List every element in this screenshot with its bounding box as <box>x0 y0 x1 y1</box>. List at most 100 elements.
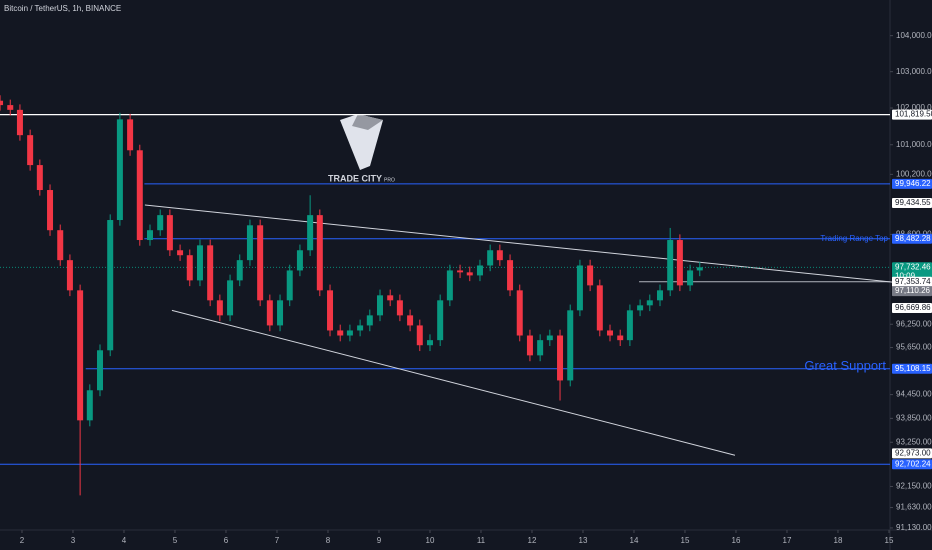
candle-body <box>277 300 284 326</box>
price-label-text: 97,110.26 <box>895 286 931 295</box>
price-label-box <box>892 233 932 244</box>
candle <box>457 264 464 279</box>
price-label-box <box>892 109 932 120</box>
candle <box>0 95 4 111</box>
candle-body <box>177 250 184 256</box>
candle-body <box>557 335 564 381</box>
candle-body <box>57 230 64 261</box>
candle-body <box>446 270 453 301</box>
level-label: Trading Range Top <box>820 234 888 243</box>
candle <box>7 99 14 116</box>
candle-body <box>396 300 403 316</box>
x-tick-label: 4 <box>122 536 127 545</box>
x-tick-label: 11 <box>477 536 486 545</box>
y-tick-label: 102,000.00 <box>896 103 932 112</box>
candle <box>557 329 564 401</box>
x-tick-label: 12 <box>528 536 537 545</box>
x-tick-label: 17 <box>783 536 792 545</box>
candle-body <box>607 330 614 336</box>
x-tick-label: 16 <box>732 536 741 545</box>
price-label-text: 95,108.15 <box>895 364 931 373</box>
candle <box>667 227 674 297</box>
candle-body <box>457 270 464 273</box>
candle <box>157 209 164 236</box>
candle <box>86 384 93 427</box>
price-label-box <box>892 448 932 459</box>
candle-body <box>587 265 594 286</box>
price-label-box <box>892 363 932 374</box>
candle <box>687 264 694 292</box>
candle-body <box>526 335 533 356</box>
candle <box>607 324 614 342</box>
price-label-box <box>892 286 932 297</box>
candle <box>146 224 153 246</box>
candle <box>316 209 323 297</box>
candle <box>207 239 214 307</box>
candle-body <box>416 325 423 346</box>
candle <box>66 254 73 297</box>
candle <box>266 294 273 332</box>
price-label-text: 96,669.86 <box>895 303 931 312</box>
logo-suffix: PRO <box>384 177 395 183</box>
price-label-text: 101,819.50 <box>895 110 932 119</box>
candle <box>27 129 34 171</box>
candle-body <box>537 340 544 356</box>
candle <box>676 234 683 292</box>
candle-body <box>97 350 104 391</box>
x-tick-label: 2 <box>20 536 25 545</box>
trend-line <box>144 204 905 284</box>
candle <box>446 264 453 307</box>
candle <box>387 289 394 307</box>
candle-body <box>476 265 483 276</box>
y-tick-label: 101,000.00 <box>896 140 932 149</box>
logo-shape <box>340 114 383 170</box>
candle <box>116 112 123 226</box>
price-label-text: 98,482.28 <box>895 234 931 243</box>
candle <box>97 344 104 397</box>
candle <box>77 284 84 496</box>
candle-body <box>487 250 494 266</box>
candle-body <box>387 295 394 301</box>
x-tick-label: 10 <box>426 536 435 545</box>
level-label: Great Support <box>804 358 886 373</box>
candle <box>127 113 134 156</box>
x-tick-label: 7 <box>275 536 280 545</box>
candle <box>36 159 43 196</box>
candle-body <box>107 220 114 351</box>
candle <box>196 239 203 287</box>
candle <box>576 259 583 317</box>
candle <box>476 259 483 282</box>
candle <box>107 214 114 357</box>
candle-body <box>246 225 253 261</box>
candle <box>526 329 533 362</box>
candle <box>567 304 574 387</box>
candle-body <box>466 272 473 276</box>
candle-body <box>576 265 583 311</box>
y-tick-label: 94,450.00 <box>896 390 932 399</box>
trend-line <box>171 309 736 456</box>
plot-area: Trading Range Top Great Support <box>0 95 905 496</box>
x-tick-label: 15 <box>885 536 894 545</box>
candle-body <box>496 250 503 261</box>
logo-shape-top <box>352 114 383 130</box>
candle-body <box>516 290 523 336</box>
price-label-text: 99,434.55 <box>895 198 931 207</box>
x-tick-label: 5 <box>173 536 178 545</box>
candle-body <box>47 190 54 231</box>
candle-body <box>667 240 674 291</box>
candle-body <box>136 150 143 241</box>
candle-body <box>146 230 153 241</box>
candle-body <box>7 105 14 110</box>
candle-body <box>307 215 314 251</box>
candle-body <box>27 135 34 166</box>
candle-body <box>257 225 264 301</box>
candle <box>546 329 553 346</box>
y-tick-label: 92,150.00 <box>896 482 932 491</box>
candle <box>437 294 444 346</box>
x-tick-label: 3 <box>71 536 76 545</box>
candle <box>337 324 344 342</box>
candle <box>346 324 353 342</box>
x-tick-label: 6 <box>224 536 229 545</box>
